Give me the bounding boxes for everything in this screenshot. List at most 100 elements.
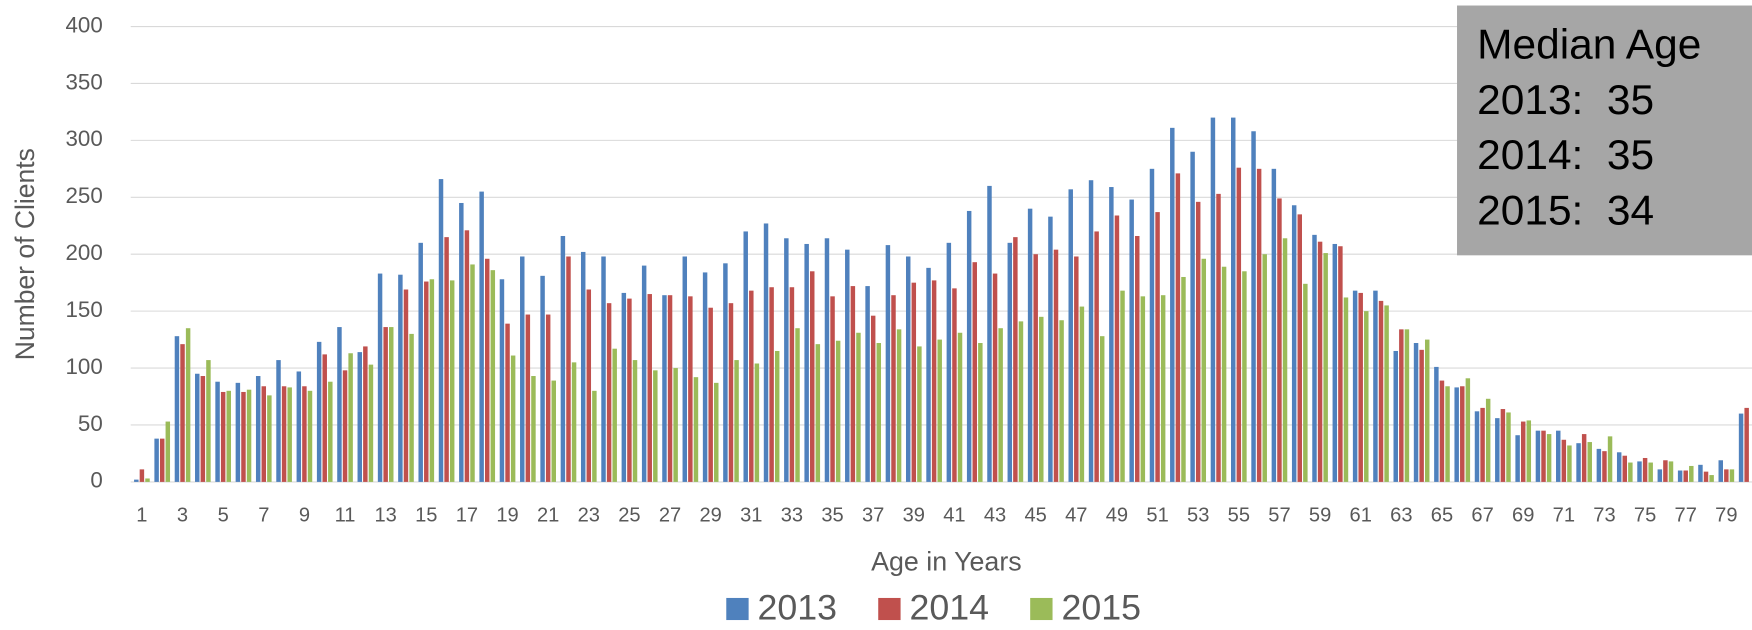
- bar: [952, 288, 957, 482]
- bar: [1129, 199, 1134, 482]
- bar: [1338, 246, 1343, 482]
- bar: [926, 267, 931, 482]
- bar: [835, 340, 841, 482]
- y-tick-label: 100: [66, 354, 103, 379]
- bar: [139, 469, 145, 482]
- bar: [1033, 254, 1038, 482]
- bar: [682, 256, 688, 482]
- bar: [1515, 435, 1520, 482]
- bar: [1413, 343, 1419, 482]
- bar: [1744, 407, 1749, 482]
- x-tick-label: 67: [1471, 505, 1493, 527]
- bar: [641, 265, 647, 482]
- bar: [226, 390, 231, 482]
- x-tick-label: 63: [1390, 505, 1412, 527]
- bar: [1140, 296, 1146, 482]
- x-tick-label: 41: [943, 505, 965, 527]
- bar: [429, 279, 435, 482]
- x-tick-label: 23: [578, 505, 600, 527]
- x-tick-label: 75: [1634, 505, 1656, 527]
- bar: [1657, 469, 1663, 482]
- bar: [972, 262, 977, 482]
- x-tick-label: 53: [1187, 505, 1209, 527]
- bar: [449, 280, 455, 482]
- bar: [1323, 253, 1328, 482]
- bar: [470, 264, 475, 482]
- x-tick-label: 7: [258, 505, 269, 527]
- bar: [601, 256, 606, 482]
- x-tick-label: 47: [1065, 505, 1087, 527]
- bar: [998, 328, 1003, 482]
- bar: [357, 352, 362, 482]
- bar: [1581, 434, 1587, 482]
- bar: [1596, 448, 1602, 482]
- bar: [1013, 237, 1018, 482]
- bar: [673, 368, 678, 482]
- bar: [1216, 193, 1221, 482]
- bar: [165, 421, 171, 482]
- bar: [1271, 168, 1277, 482]
- bar: [1332, 243, 1338, 482]
- legend-swatch: [1030, 597, 1053, 621]
- x-tick-label: 19: [496, 505, 518, 527]
- bar: [1607, 436, 1613, 482]
- bar: [1109, 187, 1114, 482]
- bar: [1155, 212, 1160, 482]
- bar: [1587, 442, 1592, 482]
- bar: [734, 360, 739, 482]
- bar: [1160, 295, 1166, 482]
- x-axis-title: Age in Years: [871, 547, 1022, 577]
- bar: [1059, 320, 1064, 482]
- bar: [1668, 461, 1674, 482]
- x-tick-label: 69: [1512, 505, 1534, 527]
- annotation-line: 2013: 35: [1477, 76, 1654, 123]
- bar: [702, 272, 708, 482]
- bar: [398, 274, 403, 482]
- bar: [1541, 430, 1546, 482]
- bar: [1419, 349, 1424, 482]
- bar: [1500, 409, 1506, 482]
- bar: [424, 281, 429, 482]
- bar: [267, 395, 272, 482]
- bar: [845, 249, 850, 482]
- y-tick-label: 0: [90, 468, 102, 493]
- bar: [987, 185, 992, 482]
- bar: [1068, 189, 1073, 482]
- bar: [911, 282, 917, 482]
- bar: [571, 362, 577, 482]
- bar: [1231, 117, 1236, 482]
- y-tick-label: 50: [78, 411, 103, 436]
- bar: [830, 296, 835, 482]
- bar: [621, 292, 627, 482]
- bar: [992, 273, 998, 482]
- bar: [510, 355, 516, 482]
- bar: [586, 289, 592, 482]
- bar: [145, 478, 150, 482]
- bar: [870, 315, 876, 482]
- bar: [612, 348, 617, 482]
- bar: [1689, 465, 1694, 482]
- x-tick-label: 51: [1146, 505, 1168, 527]
- bar: [302, 386, 307, 482]
- bar: [281, 386, 287, 482]
- bar: [1698, 464, 1703, 482]
- bar: [409, 333, 414, 482]
- bar: [1384, 305, 1389, 482]
- x-tick-label: 33: [781, 505, 803, 527]
- x-tick-label: 27: [659, 505, 681, 527]
- bar: [246, 389, 252, 482]
- y-tick-label: 350: [66, 69, 103, 94]
- legend-label: 2015: [1061, 588, 1141, 628]
- x-tick-label: 65: [1431, 505, 1453, 527]
- x-tick-label: 9: [299, 505, 310, 527]
- bar: [728, 303, 734, 482]
- bar: [1576, 443, 1581, 482]
- bar: [1535, 430, 1541, 482]
- x-tick-label: 1: [136, 505, 147, 527]
- x-tick-label: 35: [821, 505, 843, 527]
- bar: [368, 364, 374, 482]
- bar: [1282, 238, 1288, 482]
- bar: [693, 377, 699, 482]
- bar: [1358, 292, 1363, 482]
